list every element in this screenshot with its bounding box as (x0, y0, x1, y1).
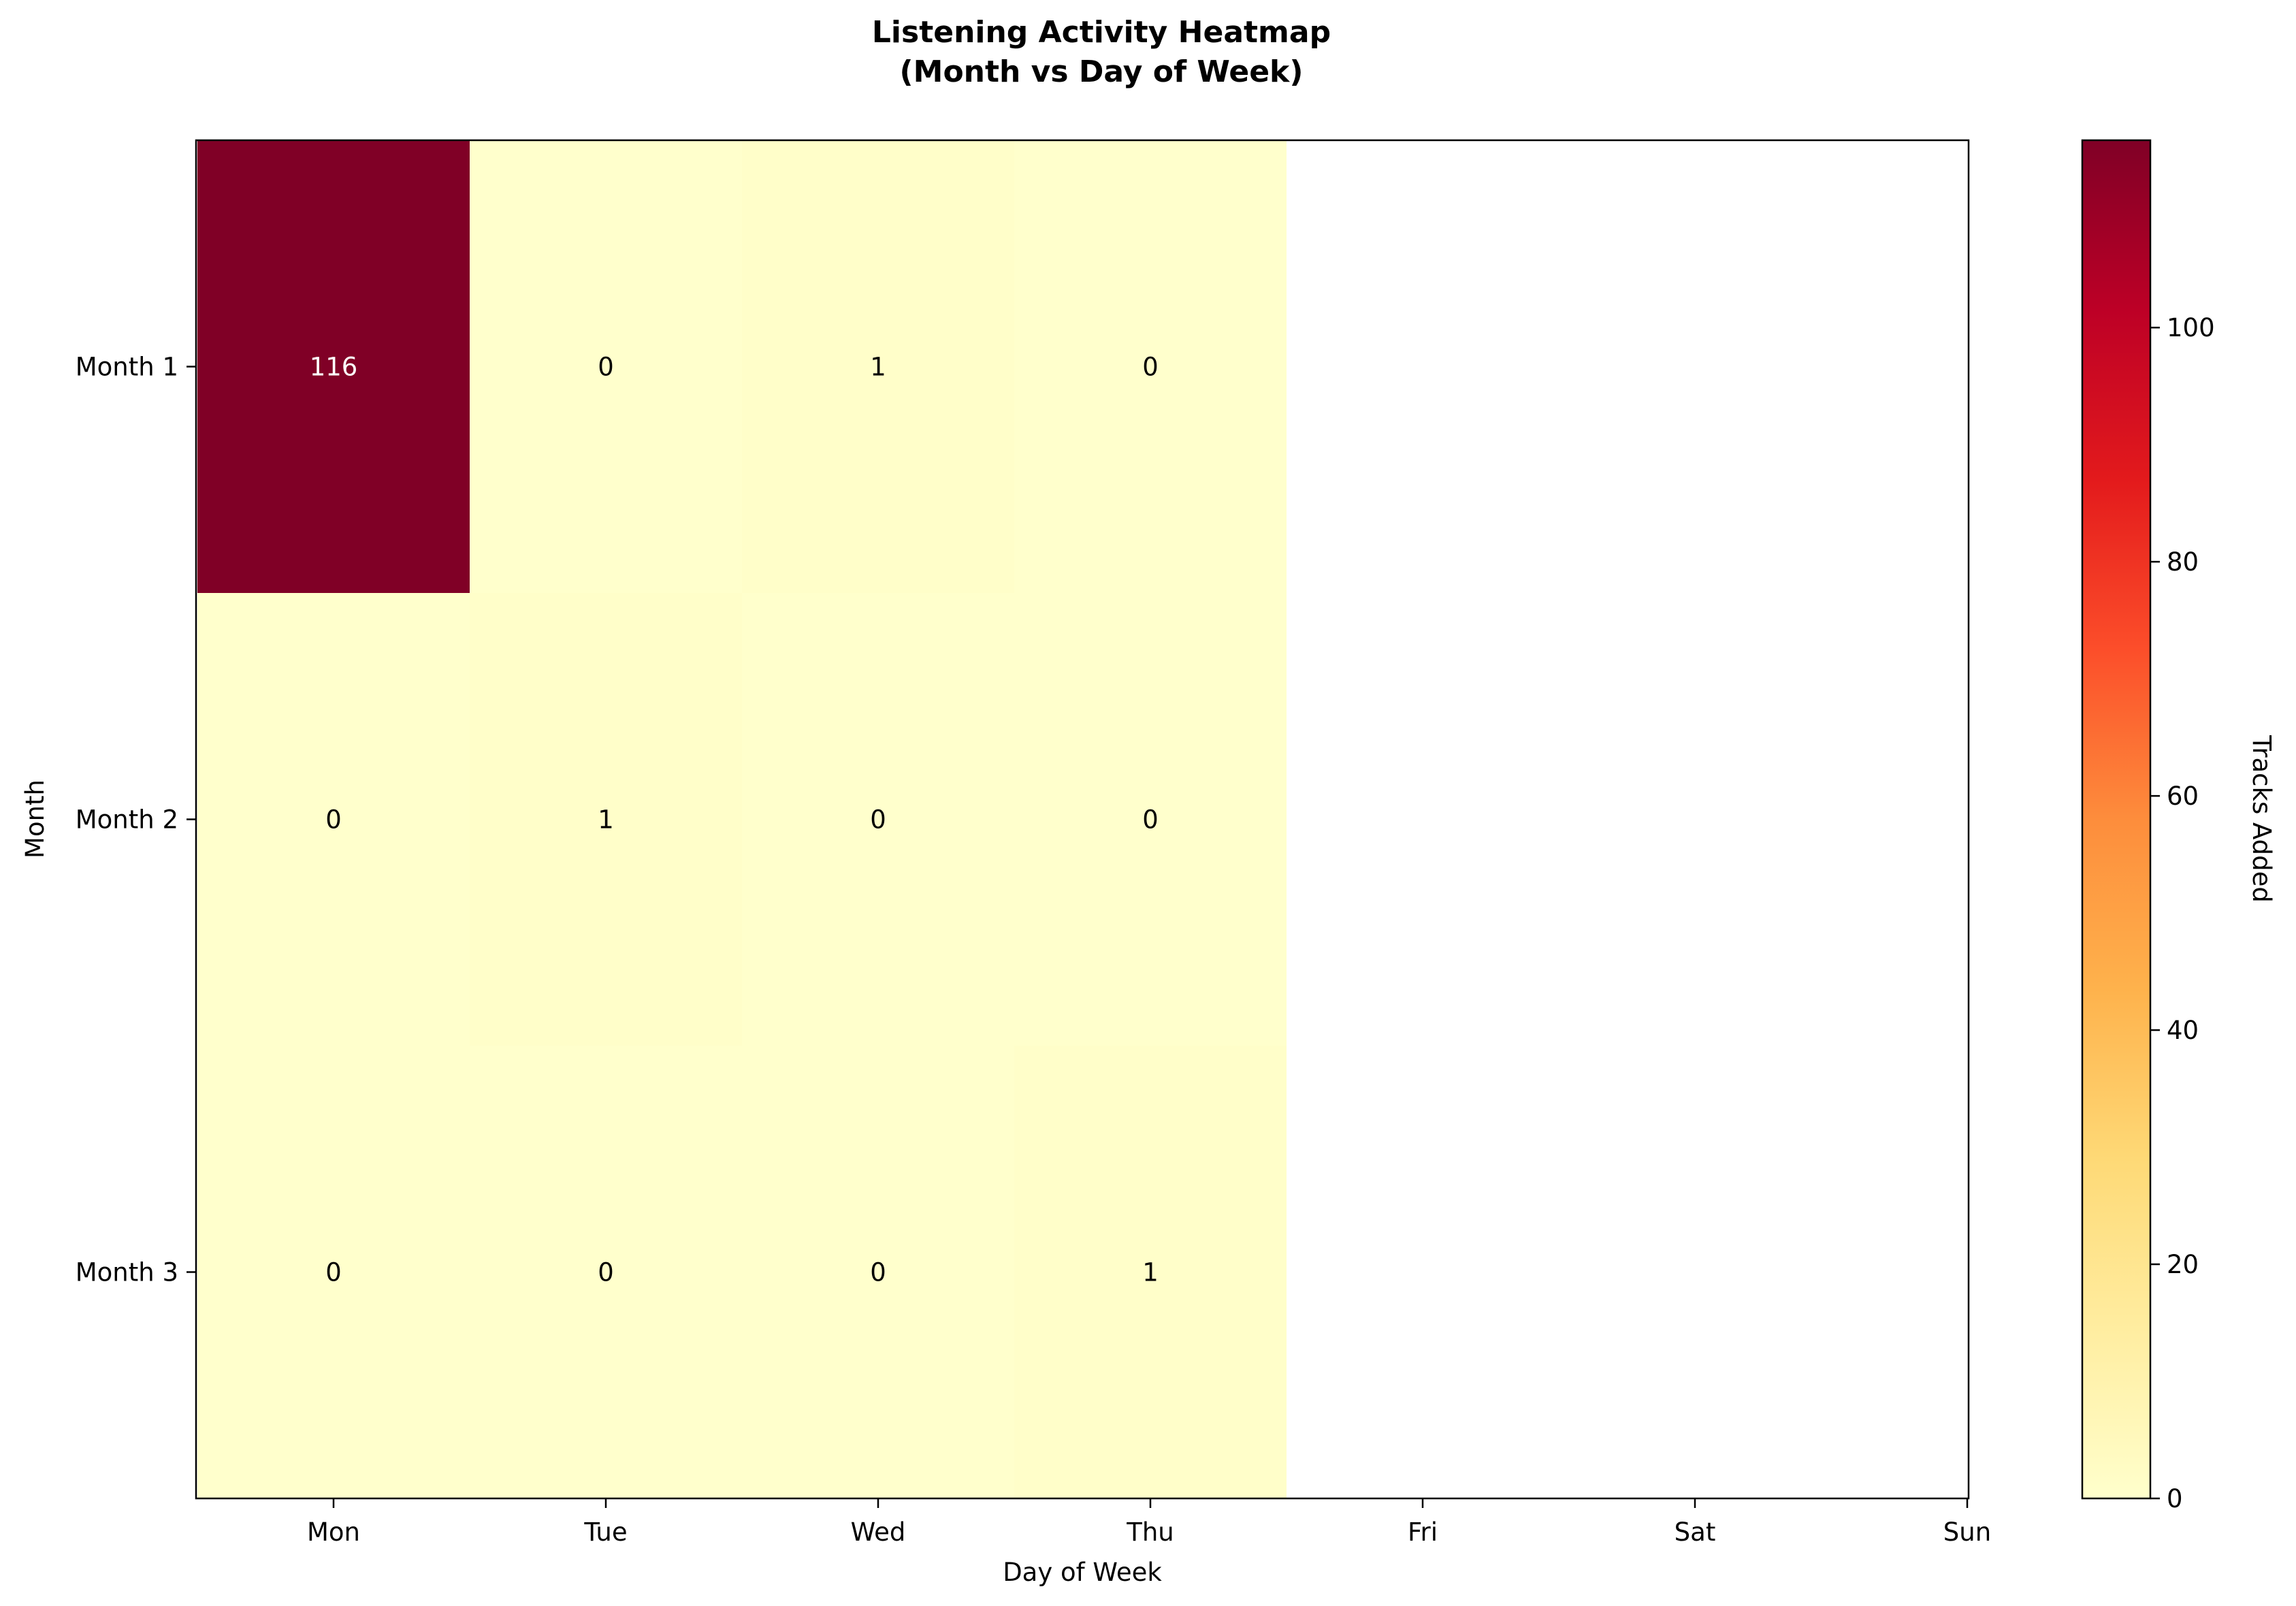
x-tick-label: Sat (1675, 1517, 1716, 1547)
colorbar-tick-label: 40 (2167, 1016, 2199, 1045)
y-tick-label: Month 2 (76, 805, 178, 835)
x-tick-label: Sun (1943, 1517, 1991, 1547)
heatmap-cell (742, 593, 1014, 1046)
heatmap-cell (742, 1046, 1014, 1498)
cell-value-label: 0 (598, 353, 614, 382)
heatmap-cell-labels: 116 0 1 0 0 1 0 0 0 0 0 1 (310, 353, 1159, 1287)
cell-value-label: 116 (310, 353, 358, 382)
heatmap-cell (470, 1046, 742, 1498)
heatmap-cells (197, 140, 1287, 1498)
x-tick-label: Fri (1408, 1517, 1438, 1547)
cell-value-label: 1 (1142, 1258, 1159, 1287)
y-tick-label: Month 3 (76, 1258, 178, 1287)
heatmap-cell (470, 140, 742, 593)
heatmap-cell (197, 593, 470, 1046)
chart-subtitle: (Month vs Day of Week) (900, 54, 1304, 89)
cell-value-label: 0 (870, 805, 886, 835)
x-tick-label: Mon (307, 1517, 360, 1547)
cell-value-label: 0 (1142, 805, 1159, 835)
colorbar-tick-label: 60 (2167, 782, 2199, 811)
x-axis-ticks: Mon Tue Wed Thu Fri Sat Sun (307, 1498, 1991, 1547)
x-tick-label: Thu (1126, 1517, 1174, 1547)
colorbar-tick-label: 100 (2167, 313, 2215, 342)
colorbar (2081, 139, 2152, 1500)
heatmap-cell (470, 593, 742, 1046)
heatmap-cell (742, 140, 1014, 593)
y-axis-label: Month (20, 780, 50, 858)
heatmap-cell (1014, 593, 1287, 1046)
cell-value-label: 0 (1142, 353, 1159, 382)
cell-value-label: 0 (870, 1258, 886, 1287)
cell-value-label: 1 (598, 805, 614, 835)
heatmap-cell (1014, 1046, 1287, 1498)
colorbar-tick-label: 0 (2167, 1484, 2183, 1513)
cell-value-label: 0 (325, 1258, 342, 1287)
cell-value-label: 0 (598, 1258, 614, 1287)
chart-title: Listening Activity Heatmap (872, 15, 1331, 50)
colorbar-tick-label: 20 (2167, 1250, 2199, 1279)
y-tick-label: Month 1 (76, 353, 178, 382)
cell-value-label: 1 (870, 353, 886, 382)
x-tick-label: Wed (851, 1517, 906, 1547)
cell-value-label: 0 (325, 805, 342, 835)
colorbar-tick-label: 80 (2167, 547, 2199, 577)
colorbar-ticks: 0 20 40 60 80 100 (2150, 313, 2215, 1513)
heatmap-cell (197, 1046, 470, 1498)
x-axis-label: Day of Week (1003, 1558, 1162, 1587)
x-tick-label: Tue (583, 1517, 627, 1547)
colorbar-label: Tracks Added (2247, 735, 2276, 903)
y-axis-ticks: Month 1 Month 2 Month 3 (76, 353, 196, 1287)
heatmap-cell (197, 140, 470, 593)
heatmap-cell (1014, 140, 1287, 593)
